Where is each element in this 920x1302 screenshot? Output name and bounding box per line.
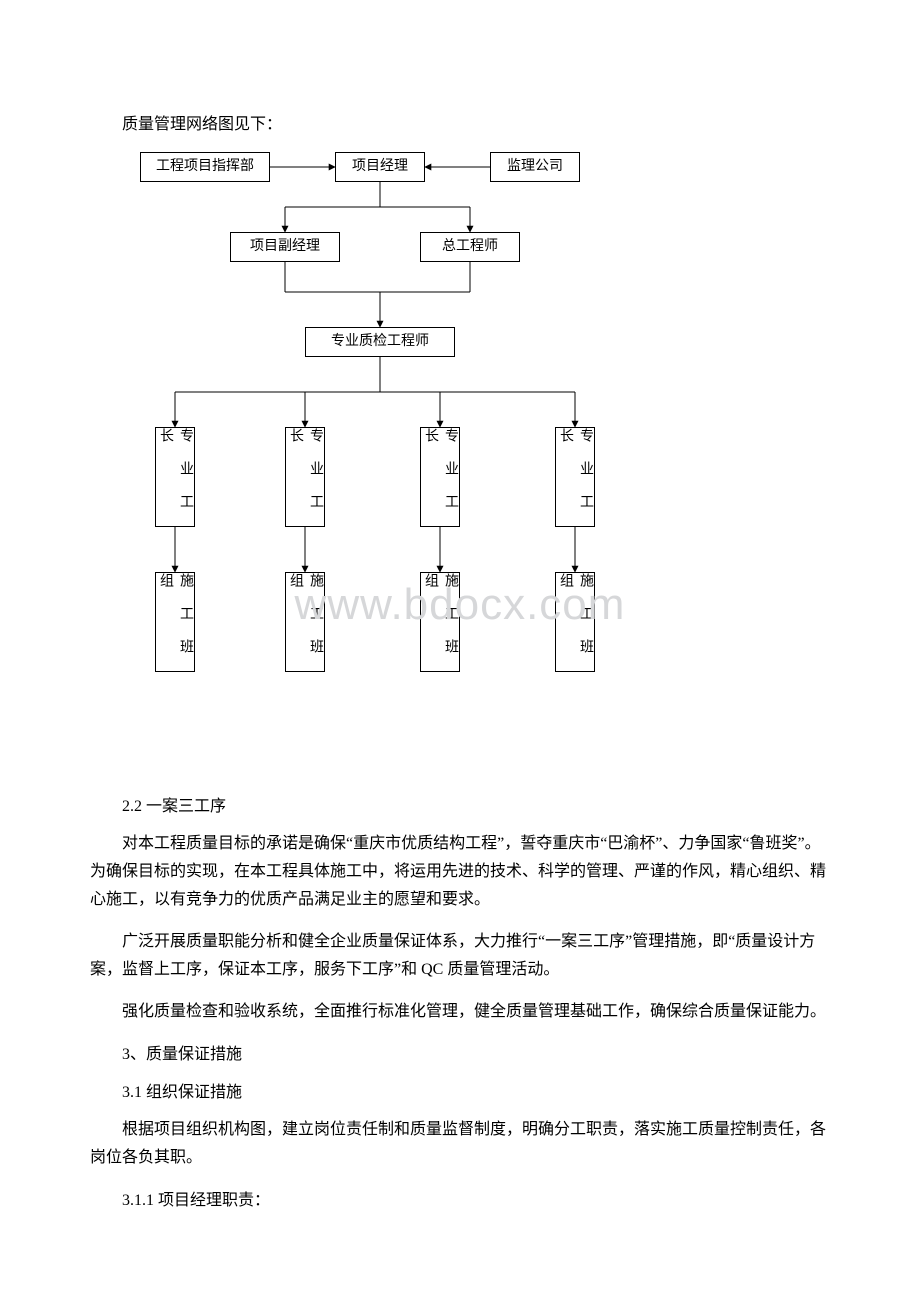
- quality-management-flowchart: 工程项目指挥部 项目经理 监理公司 项目副经理 总工程师 专业质检工程师 专 业…: [140, 152, 660, 692]
- node-team-4: 施 工 班 组: [555, 572, 595, 672]
- node-team-3: 施 工 班 组: [420, 572, 460, 672]
- heading-3-1: 3.1 组织保证措施: [90, 1078, 830, 1102]
- node-team-2: 施 工 班 组: [285, 572, 325, 672]
- node-foreman-2: 专 业 工 长: [285, 427, 325, 527]
- paragraph-3: 强化质量检查和验收系统，全面推行标准化管理，健全质量管理基础工作，确保综合质量保…: [90, 998, 830, 1026]
- paragraph-2: 广泛开展质量职能分析和健全企业质量保证体系，大力推行“一案三工序”管理措施，即“…: [90, 928, 830, 984]
- node-supervision-company: 监理公司: [490, 152, 580, 182]
- node-deputy-manager: 项目副经理: [230, 232, 340, 262]
- node-command-dept: 工程项目指挥部: [140, 152, 270, 182]
- heading-3: 3、质量保证措施: [90, 1040, 830, 1064]
- heading-3-1-1: 3.1.1 项目经理职责：: [90, 1186, 830, 1210]
- node-project-manager: 项目经理: [335, 152, 425, 182]
- node-team-1: 施 工 班 组: [155, 572, 195, 672]
- paragraph-1: 对本工程质量目标的承诺是确保“重庆市优质结构工程”，誓夺重庆市“巴渝杯”、力争国…: [90, 830, 830, 914]
- node-foreman-3: 专 业 工 长: [420, 427, 460, 527]
- paragraph-4: 根据项目组织机构图，建立岗位责任制和质量监督制度，明确分工职责，落实施工质量控制…: [90, 1116, 830, 1172]
- node-foreman-1: 专 业 工 长: [155, 427, 195, 527]
- diagram-title: 质量管理网络图见下：: [90, 110, 830, 134]
- node-foreman-4: 专 业 工 长: [555, 427, 595, 527]
- node-chief-engineer: 总工程师: [420, 232, 520, 262]
- heading-2-2: 2.2 一案三工序: [90, 792, 830, 816]
- node-qc-engineer: 专业质检工程师: [305, 327, 455, 357]
